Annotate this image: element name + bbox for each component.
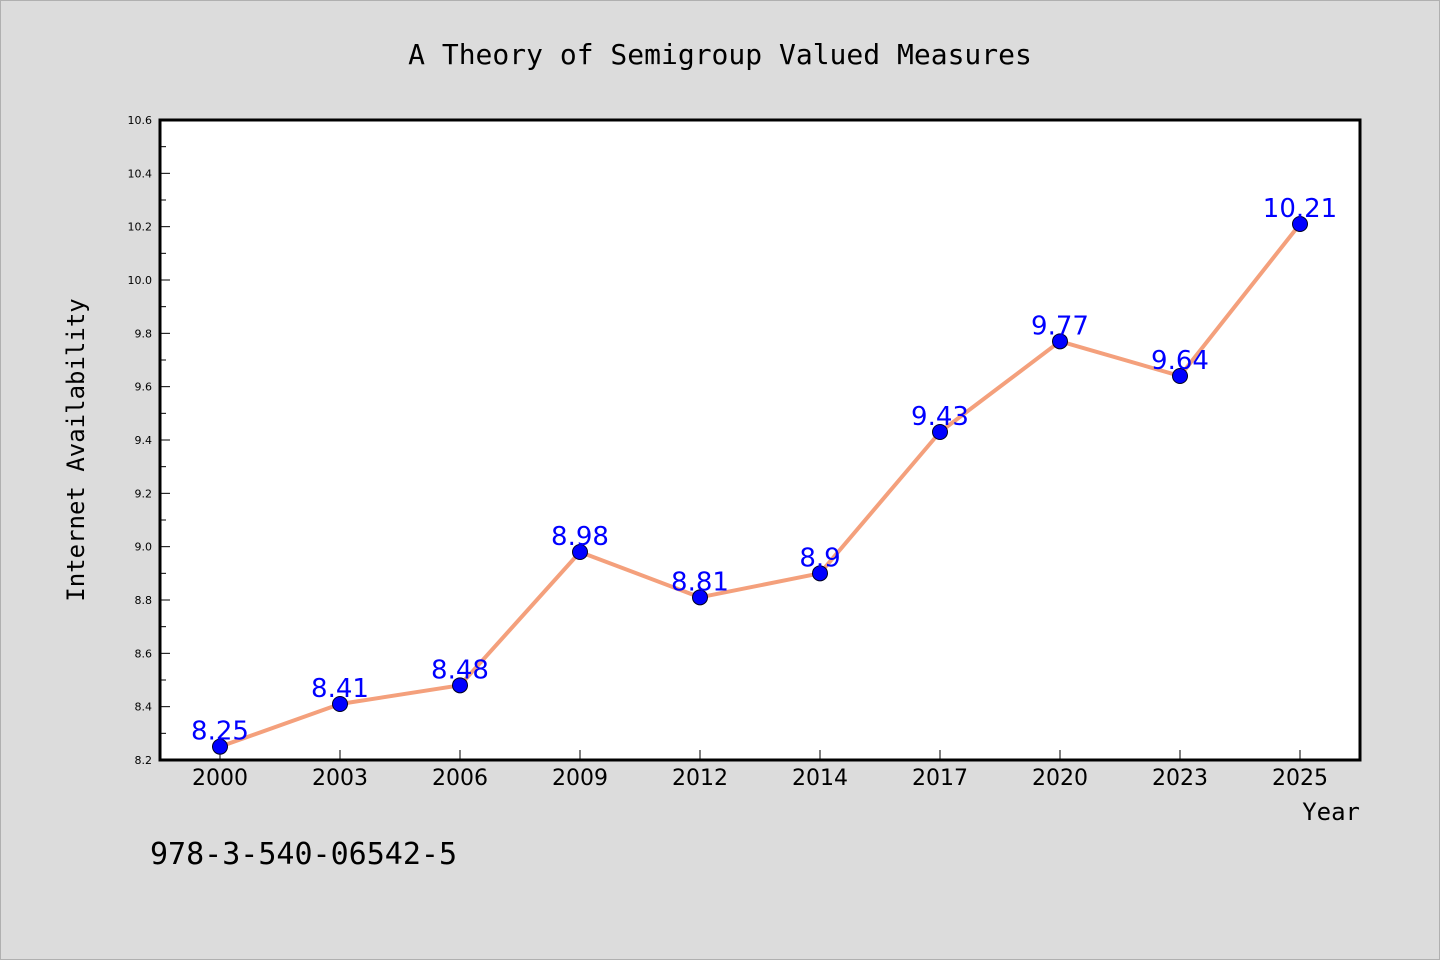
y-tick-label: 8.4 [135, 701, 153, 714]
y-tick-label: 10.6 [128, 114, 153, 127]
x-tick-label: 2009 [552, 766, 608, 791]
y-tick-label: 8.6 [135, 647, 153, 660]
data-label: 9.64 [1151, 346, 1209, 376]
data-label: 8.98 [551, 522, 609, 552]
x-tick-label: 2003 [312, 766, 368, 791]
data-point [332, 696, 348, 712]
x-tick-label: 2020 [1032, 766, 1088, 791]
x-tick-label: 2006 [432, 766, 488, 791]
x-tick-label: 2017 [912, 766, 968, 791]
x-tick-label: 2012 [672, 766, 728, 791]
y-tick-label: 9.8 [135, 327, 153, 340]
data-point [1172, 368, 1188, 384]
data-label: 8.41 [311, 674, 369, 704]
y-axis-label: Internet Availability [62, 298, 90, 601]
data-label: 9.43 [911, 402, 969, 432]
y-tick-label: 8.2 [135, 754, 153, 767]
x-tick-label: 2023 [1152, 766, 1208, 791]
data-label: 8.9 [799, 543, 840, 573]
data-label: 10.21 [1263, 194, 1337, 224]
data-point [932, 424, 948, 440]
data-label: 8.25 [191, 717, 249, 747]
data-label-group: 8.25 8.41 8.48 8.98 8.81 8.9 9.43 9.77 9.64 10.21 [191, 194, 1337, 747]
y-tick-label: 10.4 [128, 167, 153, 180]
data-point [212, 738, 228, 755]
data-point [812, 565, 828, 582]
y-tick-label: 9.0 [135, 541, 153, 554]
y-tick-label: 9.6 [135, 381, 153, 394]
y-tick-label: 10.2 [128, 221, 153, 234]
x-axis: 2000 2003 2006 2009 2012 2014 2017 2020 2023 2025 [192, 750, 1328, 791]
x-tick-label: 2014 [792, 766, 848, 791]
x-axis-label: Year [1302, 798, 1360, 826]
data-label: 9.77 [1031, 311, 1089, 341]
data-point [1292, 216, 1308, 232]
y-tick-label: 8.8 [135, 594, 153, 607]
data-point [572, 544, 588, 560]
series-line [218, 222, 1302, 749]
chart-title: A Theory of Semigroup Valued Measures [408, 38, 1032, 71]
x-tick-label: 2025 [1272, 766, 1328, 791]
plot-area [158, 118, 1362, 762]
data-point [1052, 333, 1068, 350]
data-label: 8.48 [431, 655, 489, 685]
x-tick-label: 2000 [192, 766, 248, 791]
y-tick-label: 10.0 [128, 274, 153, 287]
isbn-annotation: 978-3-540-06542-5 [150, 837, 457, 872]
data-point [452, 677, 468, 694]
data-point [692, 589, 708, 606]
series-line-group [218, 222, 1302, 749]
y-axis: 8.2 8.4 8.6 8.8 9.0 9.2 9.4 9.6 9.8 10.0 10.2 10.4 1… [128, 114, 170, 767]
marker-group [212, 216, 1308, 755]
y-tick-label: 9.4 [135, 434, 153, 447]
data-label: 8.81 [671, 567, 729, 597]
y-tick-label: 9.2 [135, 487, 153, 500]
